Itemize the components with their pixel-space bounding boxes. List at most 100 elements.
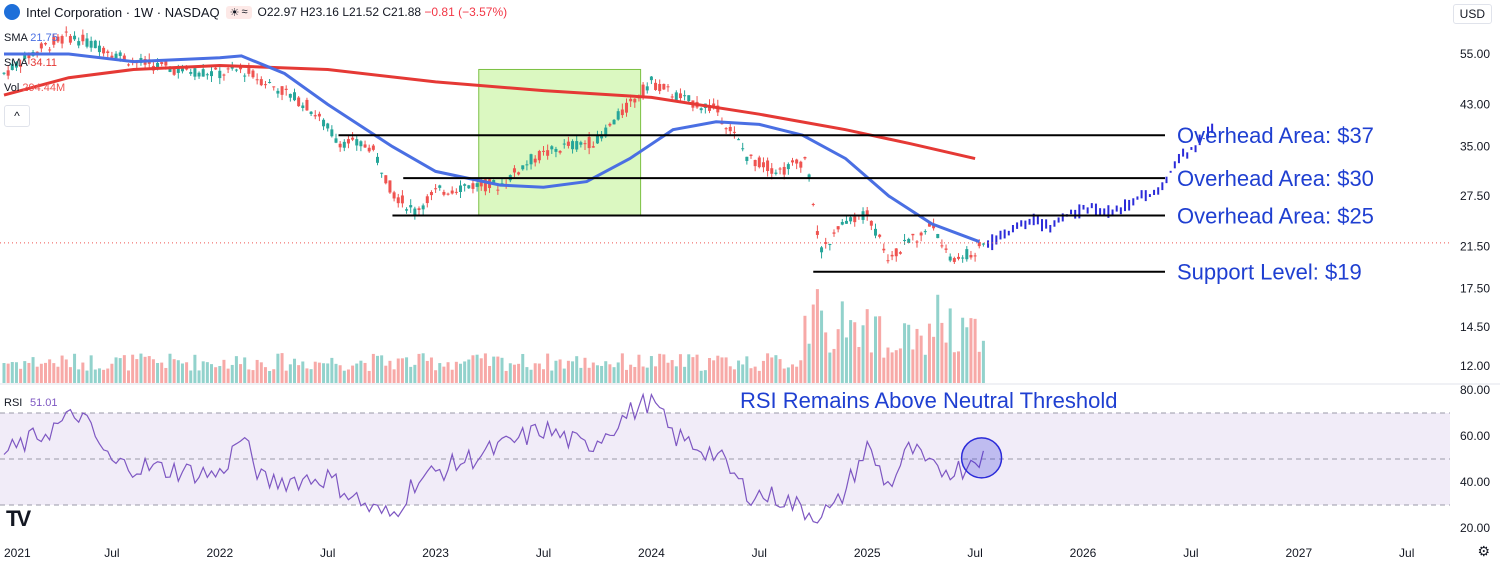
candle-body bbox=[210, 71, 213, 77]
volume-bar bbox=[197, 370, 201, 383]
volume-bar bbox=[27, 362, 31, 383]
volume-bar bbox=[716, 355, 720, 383]
volume-bar bbox=[737, 360, 741, 383]
time-tick-label: 2026 bbox=[1070, 546, 1097, 560]
candle-body bbox=[537, 151, 541, 161]
candle-body bbox=[371, 145, 375, 150]
candle-body bbox=[919, 232, 923, 236]
volume-bar bbox=[741, 364, 745, 383]
volume-bar bbox=[81, 362, 85, 383]
volume-bar bbox=[48, 359, 52, 383]
volume-bar bbox=[840, 301, 844, 383]
volume-bar bbox=[554, 360, 558, 383]
close-value: C21.88 bbox=[382, 5, 422, 19]
candle-body bbox=[932, 224, 936, 229]
candle-body bbox=[927, 223, 931, 227]
sma-long-legend[interactable]: SMA 34.11 bbox=[4, 57, 57, 69]
candle-body bbox=[268, 82, 272, 84]
level-label-0: Overhead Area: $37 bbox=[1177, 123, 1374, 148]
symbol-title[interactable]: Intel Corporation · 1W · NASDAQ bbox=[26, 4, 220, 20]
volume-bar bbox=[259, 362, 263, 383]
volume-bar bbox=[625, 369, 628, 383]
volume-bar bbox=[413, 364, 417, 383]
volume-bar bbox=[214, 367, 218, 383]
candle-body bbox=[409, 205, 413, 208]
candle-body bbox=[297, 97, 301, 107]
candle-body bbox=[898, 252, 902, 254]
projection-group bbox=[987, 123, 1214, 251]
candle-body bbox=[380, 172, 384, 174]
candle-body bbox=[351, 137, 355, 140]
volume-bar bbox=[342, 370, 346, 383]
volume-bar bbox=[496, 356, 500, 383]
candle-body bbox=[255, 79, 259, 81]
volume-bar bbox=[39, 363, 43, 383]
volume-bar bbox=[434, 370, 438, 383]
candle-body bbox=[683, 95, 687, 97]
volume-bar bbox=[757, 370, 761, 383]
volume-bar bbox=[384, 365, 388, 383]
volume-bar bbox=[616, 362, 620, 383]
sma-short-legend[interactable]: SMA 21.75 bbox=[4, 32, 58, 44]
volume-bar bbox=[907, 324, 911, 383]
time-tick-label: 2022 bbox=[206, 546, 233, 560]
volume-bar bbox=[857, 346, 861, 383]
ohlc-readout: O22.97 H23.16 L21.52 C21.88 −0.81 (−3.57… bbox=[258, 5, 508, 19]
candle-body bbox=[284, 88, 288, 90]
candle-body bbox=[496, 189, 500, 191]
candle-body bbox=[172, 68, 176, 75]
candle-body bbox=[600, 134, 604, 139]
level-label-1: Overhead Area: $30 bbox=[1177, 166, 1374, 191]
candle-body bbox=[450, 190, 454, 194]
candle-body bbox=[517, 172, 521, 175]
volume-bar bbox=[898, 348, 902, 383]
volume-bar bbox=[542, 369, 545, 383]
volume-bar bbox=[251, 370, 255, 383]
rsi-value: 51.01 bbox=[30, 397, 58, 409]
volume-legend[interactable]: Vol 294.44M bbox=[4, 82, 65, 94]
volume-bar bbox=[205, 362, 209, 383]
candle-body bbox=[35, 51, 39, 53]
settings-icon[interactable]: ⚙ bbox=[1477, 543, 1490, 559]
volume-bar bbox=[546, 353, 550, 383]
volume-bar bbox=[268, 370, 272, 383]
candle-body bbox=[732, 131, 736, 133]
candle-body bbox=[629, 98, 633, 102]
volume-bar bbox=[720, 357, 724, 383]
rsi-tick-label: 80.00 bbox=[1460, 383, 1490, 397]
volume-bar bbox=[151, 359, 155, 383]
collapse-legend-button[interactable]: ^ bbox=[4, 105, 30, 127]
volume-bar bbox=[326, 363, 330, 383]
volume-bar bbox=[64, 359, 68, 383]
volume-bar bbox=[488, 365, 492, 383]
candle-body bbox=[334, 138, 338, 143]
volume-bar bbox=[562, 368, 566, 383]
volume-label: Vol bbox=[4, 82, 20, 94]
volume-bar bbox=[239, 364, 243, 383]
volume-bar bbox=[14, 362, 18, 383]
level-label-2: Overhead Area: $25 bbox=[1177, 204, 1374, 229]
volume-bar bbox=[2, 363, 6, 383]
candle-body bbox=[786, 164, 790, 170]
volume-bar bbox=[475, 354, 479, 383]
volume-bar bbox=[674, 366, 678, 383]
wave-icon: ≈ bbox=[241, 5, 248, 18]
volume-bar bbox=[882, 357, 886, 383]
volume-bar bbox=[836, 329, 840, 383]
market-status-badge[interactable]: ☀ ≈ bbox=[225, 5, 252, 19]
volume-bar bbox=[185, 362, 189, 383]
candle-body bbox=[81, 34, 85, 42]
candle-body bbox=[110, 55, 114, 58]
candle-body bbox=[388, 180, 392, 193]
volume-bar bbox=[911, 349, 915, 383]
volume-bar bbox=[957, 351, 960, 383]
candle-body bbox=[869, 220, 873, 226]
volume-bar bbox=[301, 361, 305, 383]
candle-body bbox=[471, 183, 475, 189]
time-tick-label: 2025 bbox=[854, 546, 881, 560]
candle-body bbox=[645, 86, 649, 91]
candle-body bbox=[604, 127, 608, 137]
candle-body bbox=[301, 105, 305, 108]
currency-select[interactable]: USD bbox=[1452, 4, 1492, 24]
